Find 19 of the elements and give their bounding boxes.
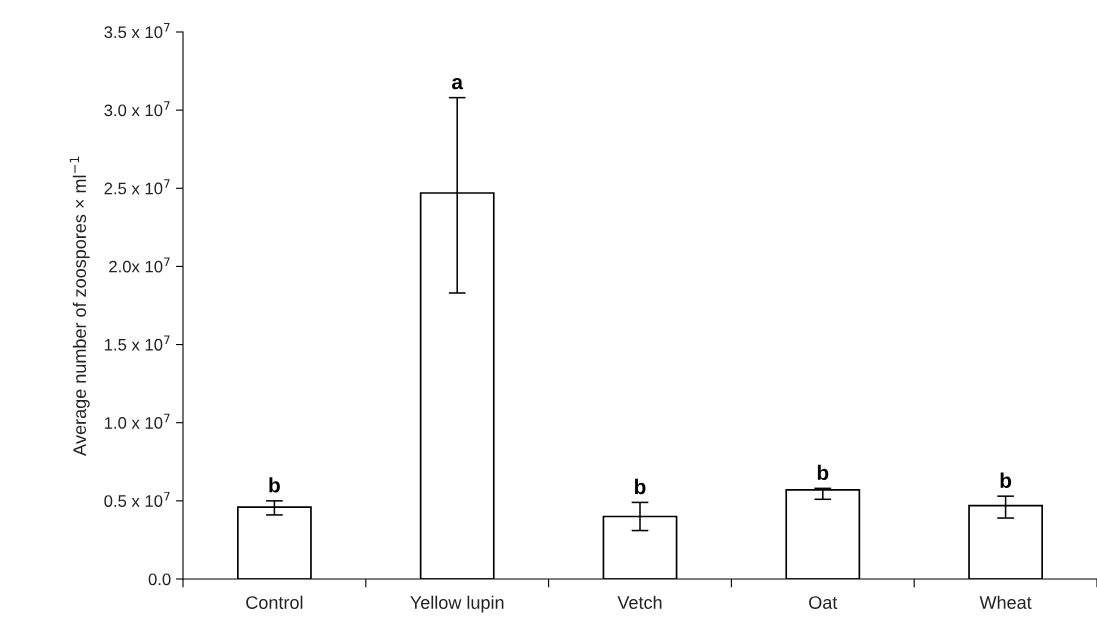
x-tick-label: Wheat bbox=[979, 595, 1032, 609]
y-axis-title: Average number of zoospores × ml$^{−1}$ bbox=[69, 156, 90, 456]
y-tick-label: 3.0 x 10$^{7}$ bbox=[104, 101, 170, 117]
annotation: b bbox=[1000, 472, 1012, 488]
x-tick-label: Control bbox=[246, 595, 303, 609]
y-tick-label: 2.5 x 10$^{7}$ bbox=[104, 179, 170, 195]
annotation: a bbox=[452, 77, 464, 90]
y-tick-label: 1.0 x 10$^{7}$ bbox=[104, 413, 170, 429]
annotation: b bbox=[817, 464, 829, 481]
y-tick-label: 0.0 bbox=[148, 573, 171, 586]
annotation: b bbox=[635, 478, 646, 495]
y-tick-label: 0.5 x 10$^{7}$ bbox=[104, 491, 170, 507]
y-tick-label: 3.5 x 10$^{7}$ bbox=[104, 23, 170, 39]
y-tick-label: 1.5 x 10$^{7}$ bbox=[104, 335, 170, 351]
y-tick-label: 2.0x 10$^{7}$ bbox=[109, 257, 170, 273]
x-tick-label: Yellow lupin bbox=[410, 595, 504, 613]
x-tick-label: Oat bbox=[809, 596, 838, 609]
x-tick-label: Vetch bbox=[617, 595, 662, 609]
annotation: b bbox=[269, 477, 280, 493]
